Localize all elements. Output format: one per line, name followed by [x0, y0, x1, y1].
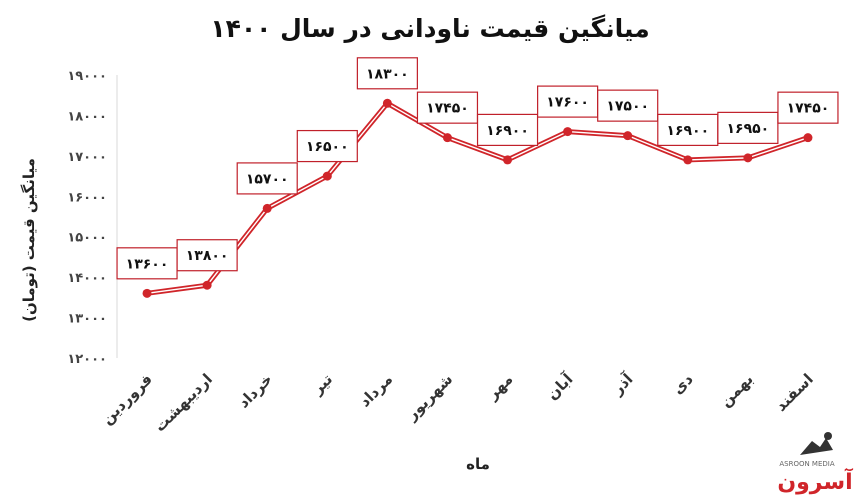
- y-axis-title: میانگین قیمت (تومان): [20, 158, 38, 322]
- data-point: [563, 127, 573, 137]
- data-label-box: [597, 89, 659, 122]
- data-label: ۱۶۹۰۰: [486, 123, 529, 139]
- chart-title: میانگین قیمت ناودانی در سال ۱۴۰۰: [210, 14, 649, 44]
- data-label-box: [116, 247, 178, 280]
- data-label: ۱۷۴۵۰: [426, 101, 469, 117]
- x-tick-label: مرداد: [356, 370, 396, 410]
- x-tick-label: مهر: [483, 370, 517, 404]
- data-point: [803, 133, 813, 143]
- data-label-box: [717, 111, 779, 144]
- x-tick-label: شهریور: [402, 370, 456, 424]
- data-label: ۱۳۸۰۰: [186, 248, 229, 264]
- logo-icon: [800, 432, 833, 455]
- y-tick-label: ۱۵۰۰۰: [67, 231, 107, 246]
- data-label: ۱۶۹۰۰: [666, 123, 709, 139]
- data-points: [142, 98, 813, 298]
- data-label-box: [657, 113, 719, 147]
- logo-text: آسرون: [777, 467, 853, 495]
- data-label: ۱۶۵۰۰: [306, 139, 349, 155]
- data-label: ۱۷۶۰۰: [546, 95, 589, 111]
- data-label-box: [476, 113, 539, 147]
- y-tick-label: ۱۷۰۰۰: [67, 150, 107, 165]
- y-tick-label: ۱۳۰۰۰: [67, 312, 107, 327]
- data-label-box: [236, 162, 298, 195]
- x-tick-label: آبان: [543, 370, 577, 404]
- data-point: [202, 280, 212, 290]
- data-point: [142, 288, 152, 298]
- data-label: ۱۷۵۰۰: [606, 99, 649, 115]
- x-tick-label: فروردین: [98, 370, 156, 428]
- data-label-box: [537, 85, 599, 118]
- y-tick-label: ۱۲۰۰۰: [67, 352, 107, 367]
- x-tick-label: خرداد: [235, 370, 276, 411]
- data-label: ۱۵۷۰۰: [246, 171, 289, 187]
- data-labels: ۱۳۶۰۰ ۱۳۸۰۰ ۱۵۷۰۰ ۱۶۵۰۰ ۱۸۳۰۰ ۱۷۴۵۰ ۱۶۹۰۰ ۱۷۶۰۰…: [116, 57, 839, 280]
- data-label-box: [356, 57, 418, 90]
- data-point: [503, 155, 513, 165]
- data-label: ۱۸۳۰۰: [366, 66, 409, 82]
- x-tick-label: آذر: [608, 370, 637, 399]
- y-tick-label: ۱۹۰۰۰: [67, 69, 107, 84]
- data-point: [382, 98, 392, 108]
- x-tick-label: دی: [669, 370, 697, 398]
- y-tick-label: ۱۸۰۰۰: [67, 109, 107, 124]
- data-label: ۱۷۴۵۰: [787, 101, 830, 117]
- logo-subtext: ASROON MEDIA: [779, 460, 834, 468]
- data-point: [262, 203, 272, 213]
- data-label-box: [777, 91, 839, 124]
- data-label-box: [416, 91, 479, 124]
- data-point: [743, 153, 753, 163]
- series-line-inner: [146, 102, 809, 295]
- data-point: [442, 133, 452, 143]
- data-label-box: [176, 239, 238, 272]
- x-axis-title: ماه: [466, 455, 490, 473]
- data-point: [683, 155, 693, 165]
- y-tick-label: ۱۴۰۰۰: [67, 271, 107, 286]
- y-axis-ticks: ۱۲۰۰۰ ۱۳۰۰۰ ۱۴۰۰۰ ۱۵۰۰۰ ۱۶۰۰۰ ۱۷۰۰۰ ۱۸۰۰۰ ۱۹۰۰۰: [67, 69, 107, 367]
- data-point: [322, 171, 332, 181]
- data-label-box: [296, 129, 358, 163]
- data-label: ۱۶۹۵۰: [727, 121, 770, 137]
- x-tick-label: اردیبهشت: [151, 370, 216, 435]
- data-label: ۱۳۶۰۰: [126, 256, 169, 272]
- x-tick-label: تیر: [308, 370, 336, 398]
- x-tick-label: اسفند: [772, 370, 817, 415]
- logo: ASROON MEDIA آسرون: [777, 432, 853, 495]
- series-line: [144, 100, 811, 296]
- y-tick-label: ۱۶۰۰۰: [67, 190, 107, 205]
- x-tick-label: بهمن: [716, 370, 756, 410]
- data-point: [623, 131, 633, 141]
